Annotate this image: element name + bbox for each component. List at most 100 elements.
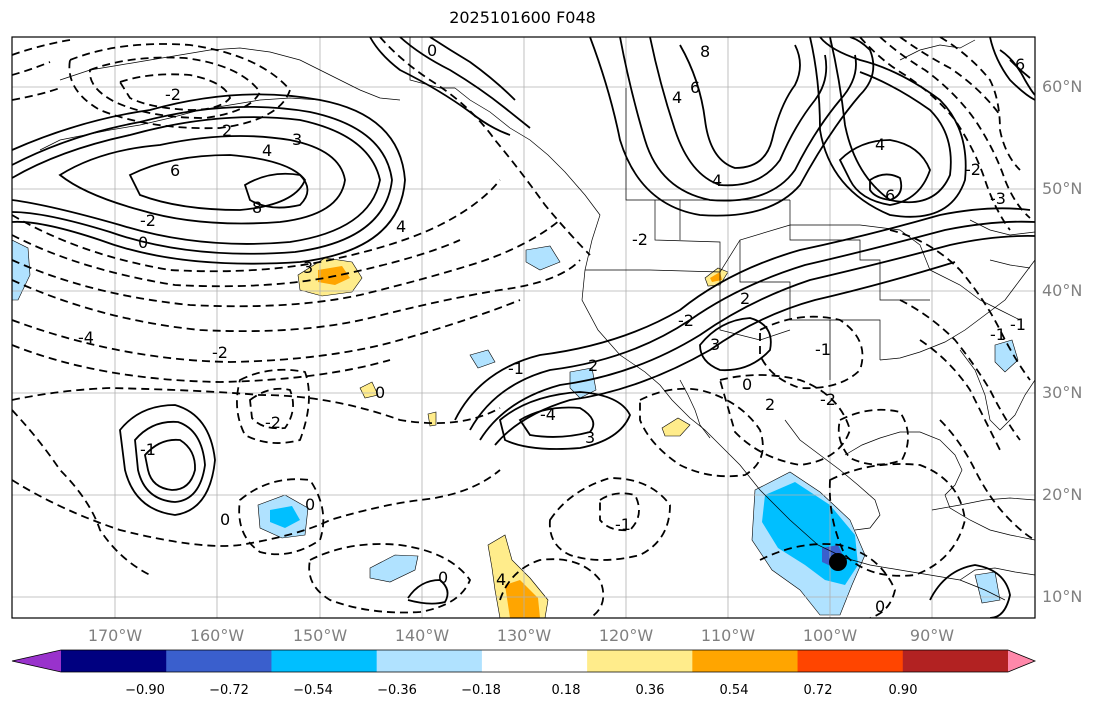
- lon-label: 160°W: [189, 626, 245, 645]
- shade-blue-mid: [469, 349, 496, 369]
- lon-label: 150°W: [292, 626, 348, 645]
- colorbar-label: 0.36: [635, 683, 665, 698]
- lon-label: 90°W: [909, 626, 955, 645]
- contour-label: 0: [305, 495, 315, 514]
- colorbar-segments: [12, 650, 1035, 672]
- colorbar-label: −0.18: [461, 683, 501, 698]
- colorbar-label: −0.36: [377, 683, 417, 698]
- contour-label: -2: [965, 160, 981, 179]
- contour-label: 0: [875, 597, 885, 616]
- shade-blue-ne: [525, 245, 561, 271]
- lon-label: 110°W: [700, 626, 756, 645]
- contour-label: 0: [220, 510, 230, 529]
- colorbar-segment: [271, 650, 378, 672]
- black-dot-marker: [829, 553, 847, 571]
- contour-label: -2: [212, 343, 228, 362]
- shade-blue-se: [974, 571, 1001, 604]
- lat-label: 20°N: [1042, 485, 1083, 504]
- contour-label: -1: [990, 325, 1006, 344]
- contour-label: 0: [742, 375, 752, 394]
- contour-label: -2: [140, 211, 156, 230]
- shade-yellow-mid: [359, 381, 379, 399]
- shade-yellow-baja: [661, 417, 691, 437]
- colorbar-extend-low: [12, 650, 61, 672]
- contour-label: 4: [712, 171, 722, 190]
- contour-label: 0: [427, 41, 437, 60]
- contour-label: 4: [496, 570, 506, 589]
- contour-label: 3: [710, 335, 720, 354]
- colorbar-segment: [692, 650, 799, 672]
- contour-label: -3: [990, 189, 1006, 208]
- colorbar-extend-high: [1008, 650, 1035, 672]
- colorbar-segment: [376, 650, 483, 672]
- contour-label: 6: [1015, 55, 1025, 74]
- contour-label: 4: [672, 88, 682, 107]
- contour-label: 4: [875, 135, 885, 154]
- colorbar-outline: [11, 649, 1037, 673]
- contour-label: 0: [438, 568, 448, 587]
- lat-label: 30°N: [1042, 383, 1083, 402]
- colorbar-label: −0.90: [125, 683, 165, 698]
- lon-label: 120°W: [598, 626, 654, 645]
- lon-label: 170°W: [87, 626, 143, 645]
- contour-label: 0: [375, 383, 385, 402]
- map-title: 2025101600 F048: [449, 8, 596, 27]
- colorbar-segment: [61, 650, 167, 672]
- contour-label: 4: [262, 141, 272, 160]
- contour-label: 3: [585, 428, 595, 447]
- dashed-contours: [12, 37, 1035, 618]
- lat-label: 40°N: [1042, 281, 1083, 300]
- colorbar-label: 0.18: [551, 683, 581, 698]
- gridlines: [12, 37, 1035, 618]
- shade-orange-south: [505, 580, 540, 618]
- contour-label: 8: [252, 198, 262, 217]
- contour-label: 8: [700, 42, 710, 61]
- contour-label: 2: [740, 289, 750, 308]
- contour-label: 6: [690, 78, 700, 97]
- contour-label: 3: [303, 258, 313, 277]
- contour-label: -2: [678, 311, 694, 330]
- contour-label: 2: [588, 356, 598, 375]
- shade-blue-west: [12, 239, 31, 301]
- colorbar-segment: [797, 650, 904, 672]
- lon-label: 130°W: [496, 626, 552, 645]
- colorbar-label: 0.90: [888, 683, 918, 698]
- colorbar-label: 0.54: [719, 683, 749, 698]
- colorbar: [11, 649, 1037, 673]
- solid-contours: [12, 37, 1035, 618]
- lat-label: 10°N: [1042, 587, 1083, 606]
- contour-label: -4: [78, 328, 94, 347]
- contour-label: 4: [396, 217, 406, 236]
- shade-blue-south: [369, 554, 419, 583]
- map-frame: [11, 36, 1036, 619]
- contour-label: -2: [820, 390, 836, 409]
- shade-orange-nevada: [710, 272, 722, 282]
- contour-label: -2: [265, 413, 281, 432]
- contour-labels: 0 2 4 6 8 4 3 6 8 4 4 6 4 6 0 -2 -4 -2 -…: [78, 41, 1026, 616]
- lon-label: 100°W: [802, 626, 858, 645]
- contour-label: 2: [222, 121, 232, 140]
- shade-blue-baja: [569, 367, 597, 399]
- contour-label: 2: [765, 395, 775, 414]
- lon-label: 140°W: [394, 626, 450, 645]
- colorbar-label: 0.72: [803, 683, 833, 698]
- colorbar-segment: [902, 650, 1009, 672]
- contour-label: 3: [292, 130, 302, 149]
- contour-label: 0: [138, 233, 148, 252]
- colorbar-segment: [166, 650, 272, 672]
- colorbar-segment: [587, 650, 693, 672]
- colorbar-label: −0.72: [209, 683, 249, 698]
- contour-label: -2: [632, 230, 648, 249]
- colorbar-segment: [481, 650, 588, 672]
- lat-label: 50°N: [1042, 179, 1083, 198]
- contour-label: -2: [165, 85, 181, 104]
- colorbar-label: −0.54: [293, 683, 333, 698]
- contour-label: -4: [540, 405, 556, 424]
- contour-label: 6: [170, 161, 180, 180]
- contour-label: 6: [885, 186, 895, 205]
- contour-label: -1: [140, 440, 156, 459]
- weather-map: 0 2 4 6 8 4 3 6 8 4 4 6 4 6 0 -2 -4 -2 -…: [11, 36, 1036, 619]
- contour-label: -1: [508, 359, 524, 378]
- contour-label: -1: [615, 515, 631, 534]
- contour-label: -1: [815, 340, 831, 359]
